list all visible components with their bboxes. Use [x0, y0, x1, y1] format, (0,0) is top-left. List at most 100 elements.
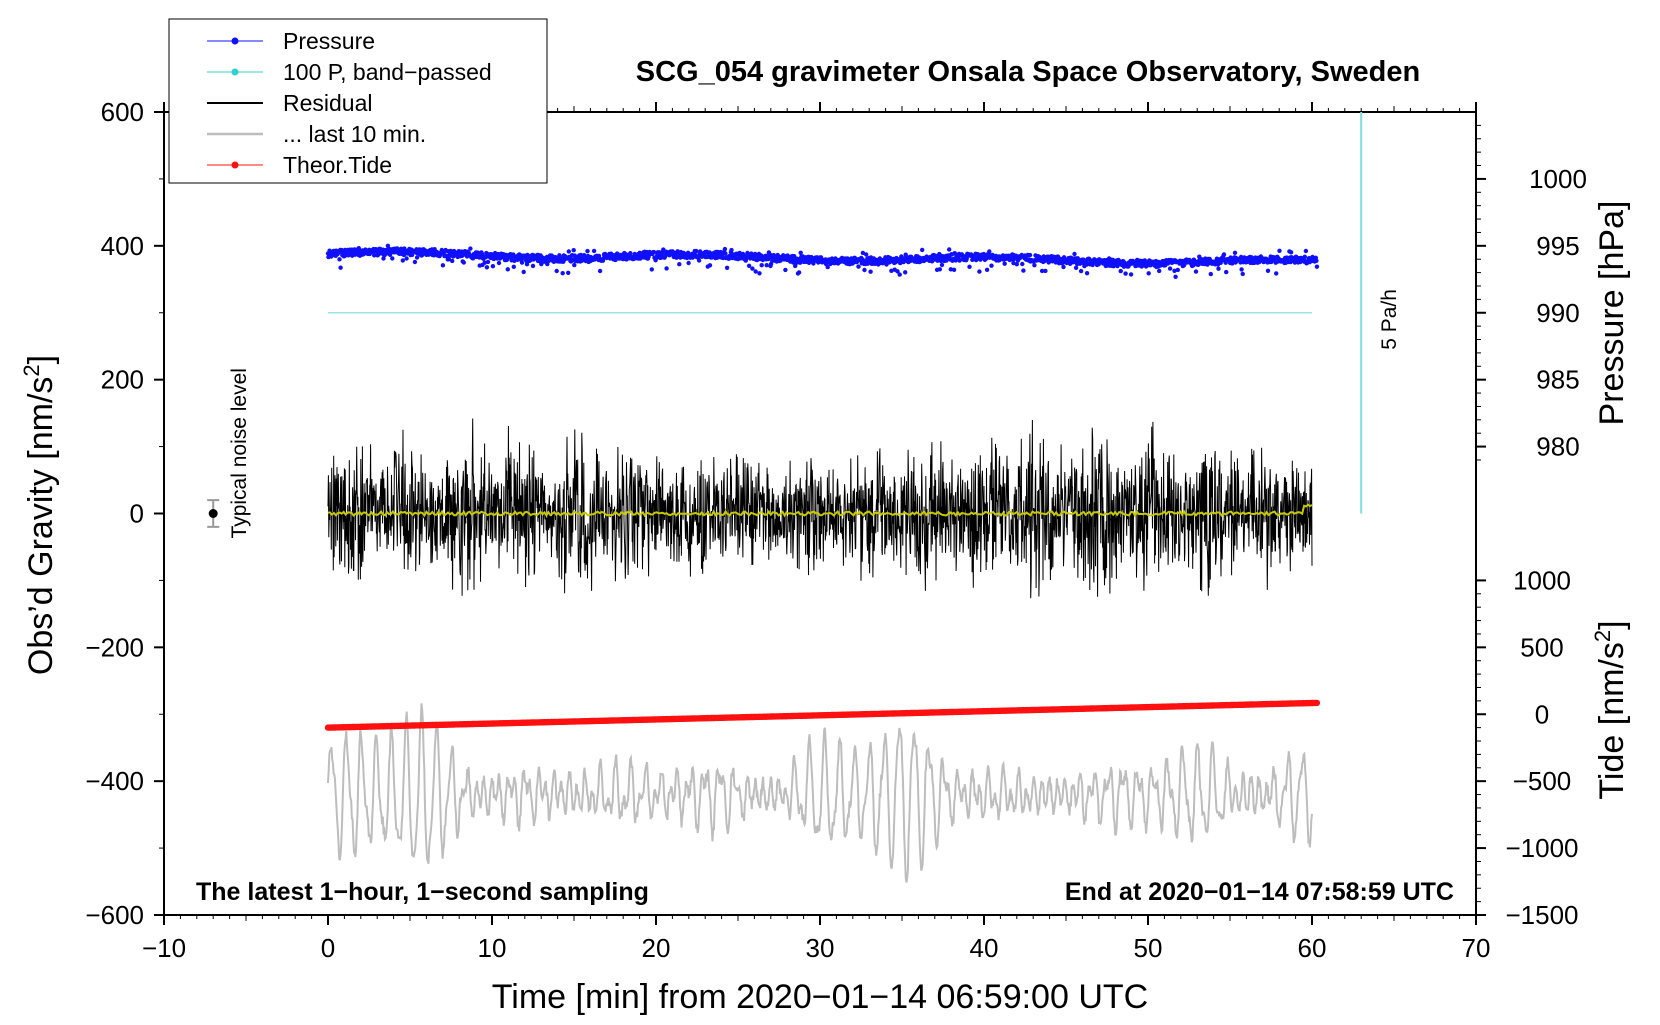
pressure-point	[519, 260, 525, 265]
legend-label-last10: ... last 10 min.	[283, 121, 426, 147]
pressure-point	[468, 246, 473, 251]
pressure-point	[1167, 266, 1173, 271]
pressure-point	[1175, 267, 1181, 273]
series-last10-line	[327, 703, 1313, 883]
y-tick-label: −400	[85, 766, 144, 796]
pressure-point	[856, 264, 861, 269]
chart-title: SCG_054 gravimeter Onsala Space Observat…	[636, 56, 1420, 88]
pressure-point	[337, 257, 342, 262]
pressure-point	[649, 267, 654, 272]
pressure-point	[511, 264, 516, 269]
pressure-point	[496, 260, 502, 266]
pressure-point	[1274, 271, 1279, 276]
legend-label-pressure: Pressure	[283, 28, 375, 54]
pressure-point	[597, 268, 603, 274]
pressure-point	[746, 263, 752, 268]
pressure-point	[783, 267, 788, 273]
y-label-gravity-main: Obs’d Gravity [nm/s	[22, 377, 60, 676]
pressure-point	[1277, 248, 1282, 253]
pressure-point	[1014, 262, 1019, 267]
pressure-point	[1302, 254, 1308, 259]
pressure-point	[694, 248, 699, 254]
pressure-point	[404, 256, 409, 261]
pressure-point	[572, 262, 577, 268]
legend-label-bandpassed: 100 P, band−passed	[283, 59, 492, 85]
noise-marker-dot	[208, 509, 218, 518]
x-tick-label: 30	[806, 933, 835, 963]
pressure-point	[729, 247, 734, 253]
pressure-point	[566, 249, 571, 254]
y-axis-label-pressure: Pressure [hPa]	[1593, 201, 1631, 426]
pressure-point	[1172, 268, 1177, 273]
end-time-note: End at 2020−01−14 07:58:59 UTC	[1065, 878, 1454, 906]
x-tick-label: 70	[1462, 933, 1491, 963]
pressure-point	[1224, 269, 1229, 275]
pressure-point	[530, 263, 536, 269]
pressure-point	[1123, 271, 1128, 276]
y-label-gravity-sup: 2	[19, 364, 44, 376]
legend-marker-tide	[231, 161, 239, 169]
pressure-point	[753, 269, 758, 274]
pressure-point	[482, 260, 487, 265]
pressure-point	[897, 272, 902, 277]
pressure-point	[1193, 269, 1199, 274]
pressure-point	[1118, 268, 1123, 274]
pressure-point	[1020, 261, 1025, 267]
pressure-point	[1288, 250, 1294, 255]
pressure-point	[1265, 268, 1271, 273]
y-tick-label: 600	[101, 97, 144, 127]
pressure-point	[686, 260, 691, 266]
pressure-tick-label: 985	[1536, 365, 1579, 395]
series-group	[207, 112, 1363, 883]
pressure-point	[484, 265, 490, 270]
pressure-point	[1032, 263, 1037, 268]
pressure-point	[920, 247, 925, 253]
pressure-point	[944, 258, 949, 263]
noise-level-label: Typical noise level	[228, 368, 251, 538]
pressure-point	[750, 266, 755, 271]
pressure-point	[628, 251, 633, 256]
pressure-point	[989, 263, 994, 268]
pressure-point	[461, 260, 466, 265]
series-tide-points	[324, 699, 1321, 731]
x-tick-label: 60	[1298, 933, 1327, 963]
pressure-point	[860, 250, 866, 256]
series-pressure-points	[325, 243, 1320, 279]
legend-label-tide: Theor.Tide	[283, 152, 392, 178]
pressure-point	[984, 267, 990, 272]
pressure-point	[1221, 252, 1227, 257]
pressure-point	[1146, 271, 1151, 276]
pressure-point	[475, 250, 481, 255]
pressure-point	[446, 257, 452, 262]
pressure-point	[957, 258, 962, 263]
pressure-point	[651, 250, 657, 255]
pressure-point	[1011, 260, 1016, 266]
pressure-point	[414, 255, 420, 260]
pressure-point	[1078, 268, 1084, 274]
pressure-point	[707, 263, 713, 268]
pressure-point	[1173, 274, 1178, 279]
pressure-point	[390, 256, 395, 261]
pressure-tick-label: 990	[1536, 298, 1579, 328]
pressure-point	[939, 262, 945, 268]
tide-tick-label: 0	[1535, 699, 1549, 729]
y-axis-label-gravity: Obs’d Gravity [nm/s2]	[19, 355, 60, 675]
pressure-point	[1157, 268, 1162, 274]
pressure-point	[811, 261, 816, 266]
pressure-point	[977, 269, 982, 274]
pressure-point	[591, 248, 597, 254]
pressure-point	[766, 256, 771, 262]
pressure-point	[1043, 268, 1048, 274]
pressure-point	[967, 264, 972, 269]
tide-tick-label: −1500	[1505, 900, 1578, 930]
pressure-point	[1216, 266, 1221, 271]
tick-marks: −10 0 10 20 30 40 50 60 70 −600 −400 −200 0 200 400 600…	[85, 97, 1587, 963]
pressure-point	[764, 263, 769, 268]
pressure-point	[757, 271, 762, 276]
pressure-point	[560, 271, 565, 276]
pressure-point	[868, 269, 873, 274]
pressure-point	[724, 265, 730, 270]
pressure-point	[793, 263, 798, 269]
pressure-point	[412, 259, 418, 265]
